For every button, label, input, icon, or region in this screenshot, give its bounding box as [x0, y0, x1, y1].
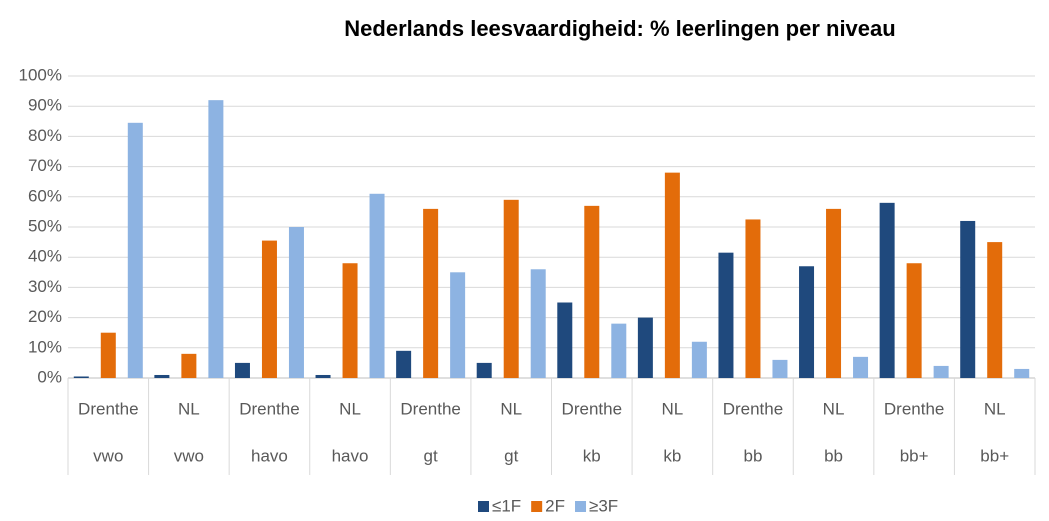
bar: [369, 193, 385, 378]
bar: [987, 242, 1003, 378]
bar: [100, 332, 116, 378]
bar: [503, 199, 519, 378]
bar: [745, 219, 761, 378]
x-group-label: havo: [251, 446, 288, 465]
x-group-label: bb+: [900, 446, 929, 465]
bar: [584, 205, 600, 378]
x-group-label: gt: [504, 446, 518, 465]
y-tick-label: 60%: [28, 186, 62, 205]
legend-swatch: [531, 501, 543, 512]
x-group-label: bb+: [980, 446, 1009, 465]
bar: [853, 356, 869, 378]
bar: [772, 359, 788, 378]
x-tick-label: NL: [823, 399, 845, 418]
bar: [476, 362, 492, 378]
y-tick-label: 0%: [37, 367, 62, 386]
x-tick-label: Drenthe: [400, 399, 460, 418]
x-group-label: gt: [424, 446, 438, 465]
legend-swatch: [478, 501, 489, 512]
chart-title: Nederlands leesvaardigheid: % leerlingen…: [344, 16, 895, 41]
bar: [450, 272, 466, 378]
y-tick-label: 90%: [28, 96, 62, 115]
bar: [208, 100, 224, 378]
x-tick-label: Drenthe: [239, 399, 299, 418]
legend-label: 2F: [545, 496, 565, 515]
bar: [933, 365, 949, 378]
x-tick-label: Drenthe: [884, 399, 944, 418]
bar: [396, 350, 412, 378]
x-tick-label: Drenthe: [78, 399, 138, 418]
y-tick-label: 40%: [28, 247, 62, 266]
bar: [315, 374, 331, 378]
bar: [73, 376, 89, 378]
bar: [879, 202, 895, 378]
bar: [718, 252, 734, 378]
bar: [234, 362, 250, 378]
bar: [154, 374, 170, 378]
bar: [127, 122, 143, 378]
bar: [960, 220, 976, 378]
bar: [423, 208, 439, 378]
y-tick-label: 100%: [19, 65, 62, 84]
bar: [181, 353, 197, 378]
x-tick-label: Drenthe: [562, 399, 622, 418]
bar: [637, 317, 653, 378]
bar: [342, 263, 358, 378]
bar: [906, 263, 922, 378]
legend-swatch: [575, 501, 587, 512]
y-tick-label: 50%: [28, 216, 62, 235]
bar: [799, 266, 815, 378]
bar: [1014, 368, 1030, 378]
x-group-label: vwo: [174, 446, 204, 465]
y-tick-label: 30%: [28, 277, 62, 296]
bar: [611, 323, 627, 378]
bar: [826, 208, 842, 378]
x-group-label: kb: [583, 446, 601, 465]
bar: [664, 172, 680, 378]
bar: [691, 341, 707, 378]
x-group-label: kb: [663, 446, 681, 465]
y-tick-label: 70%: [28, 156, 62, 175]
x-group-label: havo: [332, 446, 369, 465]
bar: [261, 240, 277, 378]
x-group-label: bb: [824, 446, 843, 465]
x-tick-label: NL: [339, 399, 361, 418]
x-tick-label: NL: [178, 399, 200, 418]
x-group-label: vwo: [93, 446, 123, 465]
x-group-label: bb: [743, 446, 762, 465]
x-tick-label: NL: [500, 399, 522, 418]
x-tick-label: NL: [662, 399, 684, 418]
y-tick-label: 20%: [28, 307, 62, 326]
bar: [288, 227, 304, 378]
y-tick-label: 80%: [28, 126, 62, 145]
x-tick-label: Drenthe: [723, 399, 783, 418]
legend-label: ≥3F: [589, 496, 618, 515]
bar: [530, 269, 546, 378]
legend-label: ≤1F: [492, 496, 521, 515]
y-tick-label: 10%: [28, 337, 62, 356]
x-tick-label: NL: [984, 399, 1006, 418]
bar: [557, 302, 573, 378]
